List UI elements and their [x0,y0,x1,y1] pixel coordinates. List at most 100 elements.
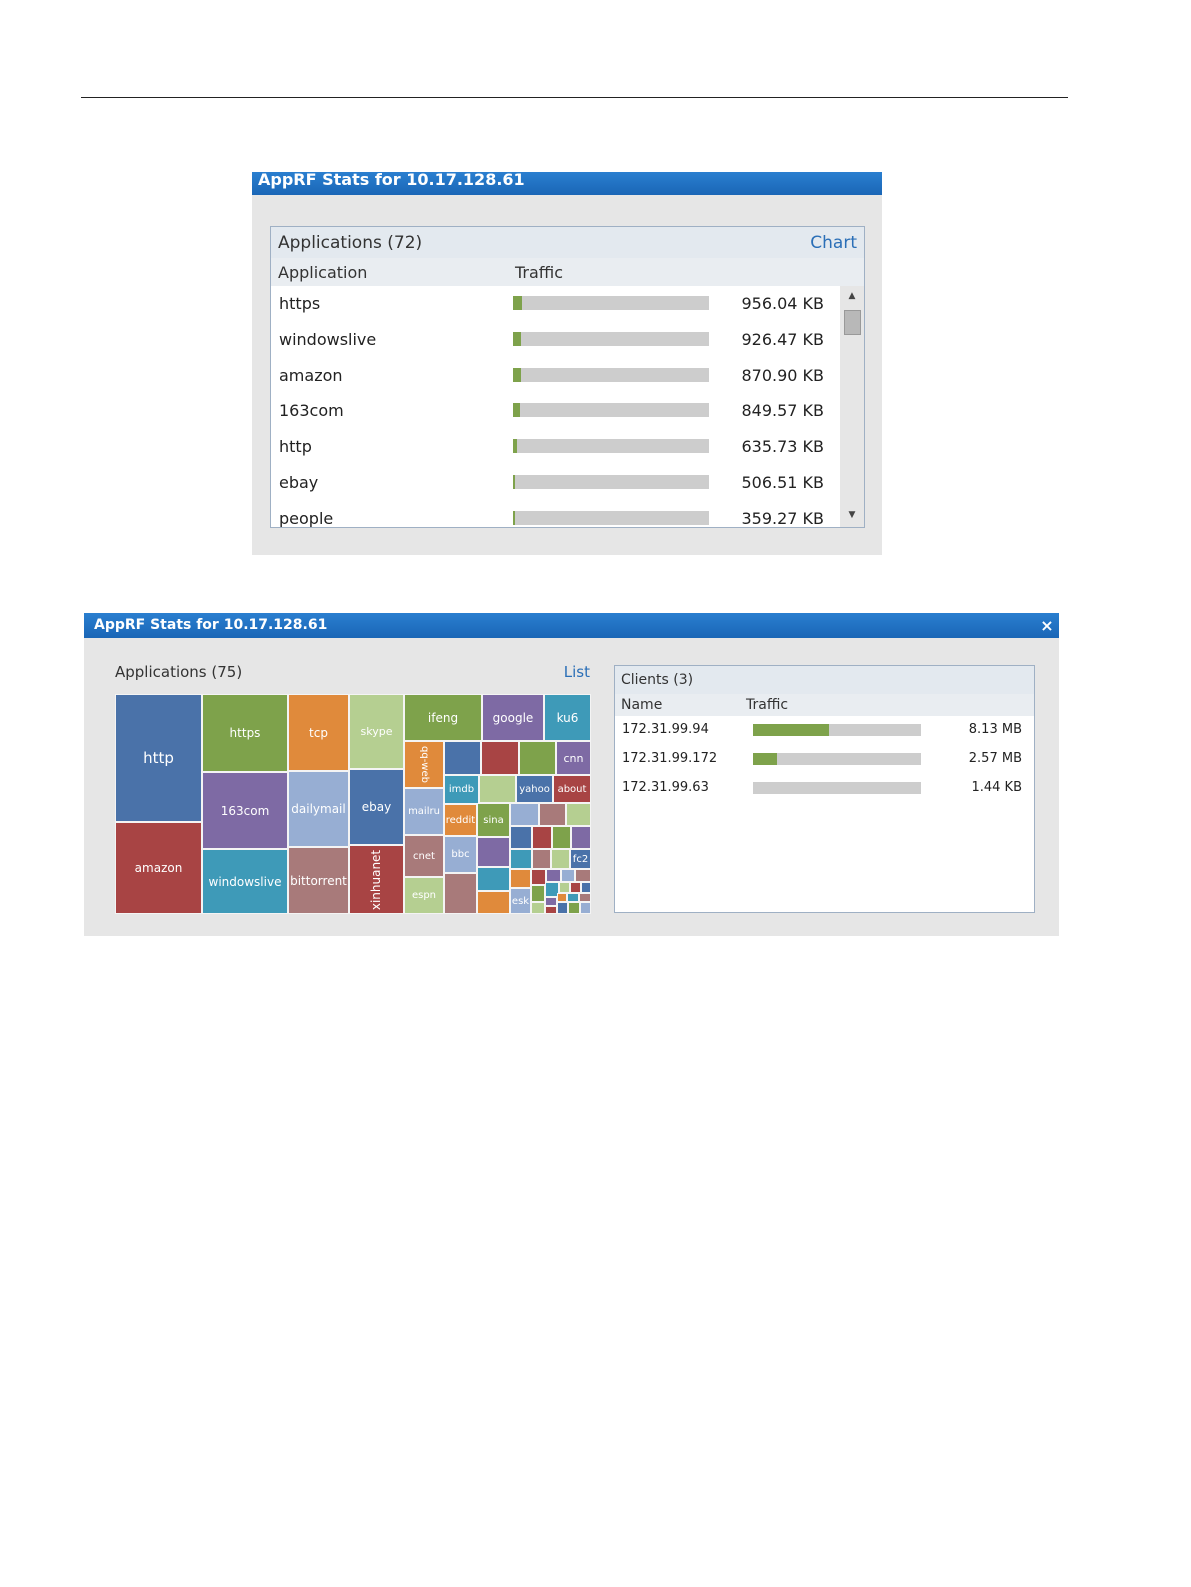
treemap-tile[interactable] [557,893,567,902]
treemap-tile-imdb[interactable]: imdb [444,775,479,804]
traffic-bar [513,368,709,382]
treemap-tile[interactable] [477,891,510,914]
treemap-tile[interactable] [581,882,591,893]
treemap-tile-http[interactable]: http [115,694,202,822]
column-header-row: Application Traffic [271,258,864,286]
treemap-tile[interactable] [567,893,579,902]
treemap-tile-c163com[interactable]: 163com [202,772,288,849]
treemap-tile-fc2[interactable]: fc2 [570,849,591,869]
treemap-tile-ifeng[interactable]: ifeng [404,694,482,741]
traffic-value: 870.90 KB [741,365,824,385]
treemap-tile-label: amazon [134,861,183,875]
treemap-tile-cnet[interactable]: cnet [404,835,444,877]
treemap-tile-yahoo[interactable]: yahoo [516,775,553,803]
treemap-tile[interactable] [477,867,510,891]
list-toggle-link[interactable]: List [563,663,590,681]
treemap-tile[interactable] [477,837,510,867]
table-row[interactable]: https 956.04 KB [271,291,837,315]
scroll-up-arrow-icon[interactable]: ▲ [848,291,856,301]
treemap-tile-about[interactable]: about [553,775,591,803]
treemap-tile[interactable] [552,826,571,849]
treemap-tile[interactable] [571,826,591,849]
treemap-tile[interactable] [557,902,568,914]
column-header-name[interactable]: Name [621,697,663,713]
table-row[interactable]: people 359.27 KB [271,506,837,528]
treemap-tile-xinhuanet[interactable]: xinhuanet [349,845,404,914]
treemap-tile-ku6[interactable]: ku6 [544,694,591,741]
treemap-tile[interactable] [532,826,552,849]
column-header-application[interactable]: Application [278,262,368,282]
treemap-tile-label: bittorrent [290,873,347,888]
treemap-tile-dailymail[interactable]: dailymail [288,771,349,847]
treemap-tile[interactable] [519,741,556,775]
treemap-tile-bbc[interactable]: bbc [444,836,477,873]
treemap-tile[interactable] [444,741,481,775]
treemap-tile-amazon[interactable]: amazon [115,822,202,914]
traffic-bar-fill [513,403,521,417]
treemap-tile-tcp[interactable]: tcp [288,694,349,771]
traffic-bar-fill [513,296,522,310]
treemap-tile[interactable] [559,882,570,893]
treemap-tile-ebay[interactable]: ebay [349,769,404,845]
treemap-tile[interactable] [510,826,532,849]
treemap-tile[interactable] [561,869,575,882]
treemap-tile-google[interactable]: google [482,694,544,741]
treemap-tile[interactable] [444,873,477,914]
treemap-tile[interactable] [481,741,519,775]
treemap-tile[interactable] [532,849,551,869]
treemap-tile[interactable] [510,803,539,826]
treemap-tile-label: tcp [309,725,328,740]
treemap-tile[interactable] [545,897,557,906]
treemap-tile-windowslive[interactable]: windowslive [202,849,288,914]
table-row[interactable]: amazon 870.90 KB [271,363,837,387]
treemap-tile-skype[interactable]: skype [349,694,404,769]
close-icon[interactable]: × [1040,616,1054,635]
treemap-tile[interactable] [479,775,516,803]
traffic-bar-fill [513,368,521,382]
treemap-tile[interactable] [531,869,546,885]
chart-toggle-link[interactable]: Chart [810,232,857,253]
scroll-thumb[interactable] [844,310,861,335]
table-row[interactable]: windowslive 926.47 KB [271,327,837,351]
treemap-tile[interactable] [531,902,545,914]
treemap-tile-sina[interactable]: sina [477,803,510,837]
treemap-tile-mailru[interactable]: mailru [404,788,444,835]
treemap-tile-cnn[interactable]: cnn [556,741,591,775]
table-row[interactable]: http 635.73 KB [271,434,837,458]
treemap-tile[interactable] [545,882,559,897]
treemap-tile[interactable] [510,849,532,869]
treemap-tile-espn[interactable]: espn [404,877,444,914]
vertical-scrollbar[interactable]: ▲ ▼ [840,286,864,527]
treemap-tile[interactable] [570,882,581,893]
treemap-tile[interactable] [579,893,591,902]
treemap-tile[interactable] [568,902,580,914]
table-row[interactable]: 172.31.99.94 8.13 MB [615,720,1034,740]
treemap-tile-https[interactable]: https [202,694,288,772]
scroll-down-arrow-icon[interactable]: ▼ [848,510,856,520]
treemap-tile[interactable] [575,869,591,882]
table-row[interactable]: 163com 849.57 KB [271,398,837,422]
treemap-tile[interactable] [546,869,561,882]
treemap-tile-esk[interactable]: esk [510,888,531,914]
treemap-tile[interactable] [580,902,591,914]
treemap-tile-label: https [229,726,261,740]
table-row[interactable]: 172.31.99.63 1.44 KB [615,778,1034,798]
column-header-traffic[interactable]: Traffic [515,262,564,282]
treemap-tile[interactable] [510,869,531,888]
treemap-tile-label: mailru [408,806,440,817]
treemap-tile-label: ifeng [427,710,459,725]
traffic-bar [513,296,709,310]
treemap-tile[interactable] [566,803,591,826]
treemap-tile-label: dailymail [291,802,346,816]
table-row[interactable]: 172.31.99.172 2.57 MB [615,749,1034,769]
treemap-tile-bittorrent[interactable]: bittorrent [288,847,349,914]
column-header-traffic[interactable]: Traffic [746,697,789,713]
treemap-tile-reddit[interactable]: reddit [444,804,477,836]
treemap-tile[interactable] [545,906,557,914]
treemap-tile[interactable] [539,803,566,826]
treemap-tile-label: esk [511,895,530,907]
treemap-tile[interactable] [531,885,545,902]
table-row[interactable]: ebay 506.51 KB [271,470,837,494]
treemap-tile[interactable] [551,849,570,869]
treemap-tile-qqweb[interactable]: qq-web [404,741,444,788]
